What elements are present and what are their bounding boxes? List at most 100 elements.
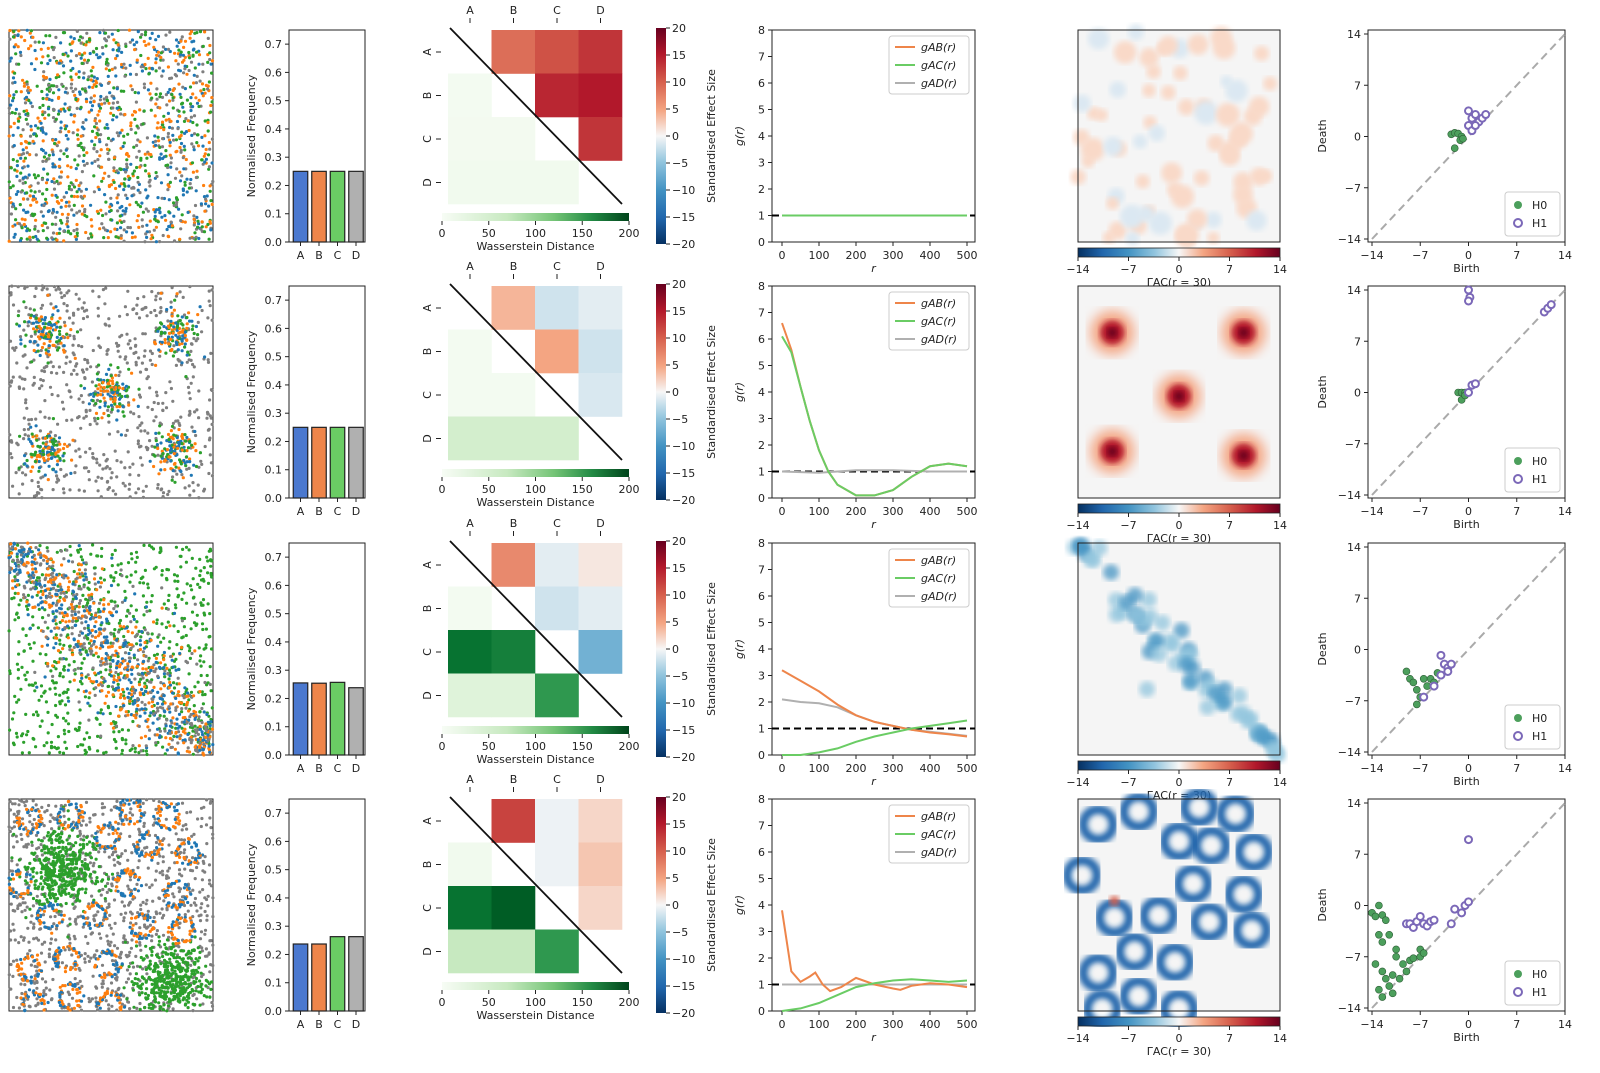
point: [77, 297, 81, 301]
point: [32, 348, 36, 353]
point: [27, 173, 31, 177]
point: [144, 305, 148, 310]
point: [98, 30, 102, 35]
point: [136, 188, 140, 192]
point: [144, 667, 148, 671]
point: [209, 62, 213, 66]
point: [11, 76, 16, 80]
point: [139, 736, 143, 740]
point: [18, 375, 22, 379]
point: [175, 587, 179, 591]
point: [67, 559, 71, 563]
point: [122, 134, 126, 138]
point: [155, 53, 159, 57]
point: [167, 99, 172, 103]
point: [7, 629, 11, 633]
point: [43, 116, 47, 120]
point: [67, 184, 71, 188]
point: [94, 121, 98, 126]
point: [140, 361, 144, 365]
bar-C: [329, 170, 346, 243]
point: [118, 404, 122, 409]
point: [163, 663, 167, 667]
point: [105, 60, 109, 64]
point: [146, 725, 150, 729]
point: [34, 546, 38, 550]
point: [206, 581, 211, 586]
point: [167, 646, 171, 650]
gamma-blob: [1248, 96, 1270, 117]
point: [177, 690, 181, 694]
col-label: B: [510, 260, 518, 273]
point: [28, 235, 32, 239]
point: [60, 563, 64, 567]
point: [74, 87, 78, 91]
heatmap-cell: [535, 286, 579, 330]
point: [40, 89, 44, 94]
point: [113, 653, 117, 658]
point: [55, 325, 59, 329]
point: [63, 626, 67, 630]
point: [102, 607, 106, 611]
point: [181, 85, 185, 89]
point: [71, 66, 75, 71]
point: [22, 428, 26, 432]
point: [125, 158, 129, 162]
point: [81, 593, 85, 598]
point: [74, 449, 78, 453]
point: [210, 137, 214, 141]
point: [171, 469, 175, 473]
point: [159, 460, 163, 464]
point: [189, 108, 193, 113]
point: [28, 340, 32, 344]
point: [198, 724, 202, 729]
point: [208, 547, 212, 551]
point: [22, 208, 26, 212]
point: [159, 468, 163, 472]
point: [23, 156, 27, 160]
point: [124, 44, 128, 49]
y-axis-label: g(r): [733, 639, 746, 659]
point: [22, 197, 26, 201]
point: [29, 425, 33, 429]
point: [46, 710, 50, 715]
point: [88, 597, 93, 601]
point: [109, 196, 113, 200]
point: [178, 734, 182, 738]
bar-D: [348, 170, 364, 243]
point: [169, 156, 173, 160]
point: [32, 308, 36, 312]
point: [66, 225, 70, 229]
point: [43, 325, 47, 329]
point: [117, 714, 121, 718]
point: [65, 124, 69, 128]
point: [204, 147, 208, 152]
point: [82, 657, 86, 661]
point: [150, 594, 154, 598]
point: [122, 625, 126, 629]
point: [78, 90, 82, 94]
point: [64, 133, 68, 138]
point: [32, 197, 36, 201]
point: [17, 652, 21, 656]
point: [99, 598, 103, 602]
point: [34, 316, 38, 320]
point: [154, 431, 158, 435]
point: [199, 654, 203, 658]
point: [153, 217, 157, 221]
point: [20, 665, 24, 670]
point: [91, 666, 95, 670]
point: [66, 54, 70, 58]
point: [42, 342, 46, 346]
point: [113, 402, 117, 406]
point: [72, 213, 76, 217]
point: [196, 320, 200, 324]
point: [113, 449, 117, 453]
point: [207, 140, 211, 145]
point: [17, 466, 21, 470]
point: [186, 691, 190, 695]
point: [116, 660, 120, 664]
point: [178, 145, 182, 150]
point: [182, 591, 186, 595]
point: [80, 673, 84, 677]
